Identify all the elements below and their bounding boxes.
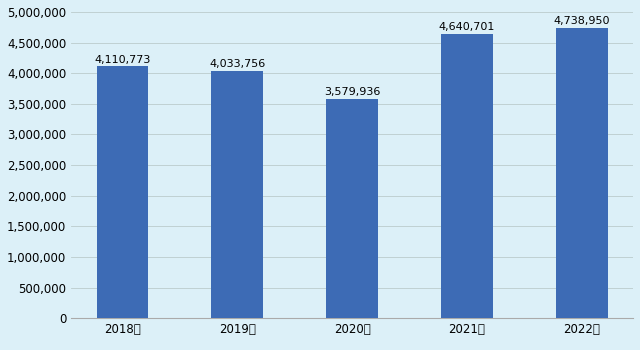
Bar xyxy=(211,71,263,318)
Text: 4,738,950: 4,738,950 xyxy=(554,16,610,26)
Bar xyxy=(97,66,148,318)
Bar xyxy=(556,28,607,318)
Text: 4,110,773: 4,110,773 xyxy=(94,55,150,64)
Bar xyxy=(326,99,378,318)
Text: 4,033,756: 4,033,756 xyxy=(209,59,266,69)
Text: 4,640,701: 4,640,701 xyxy=(438,22,495,32)
Text: 3,579,936: 3,579,936 xyxy=(324,87,380,97)
Bar xyxy=(441,34,493,318)
